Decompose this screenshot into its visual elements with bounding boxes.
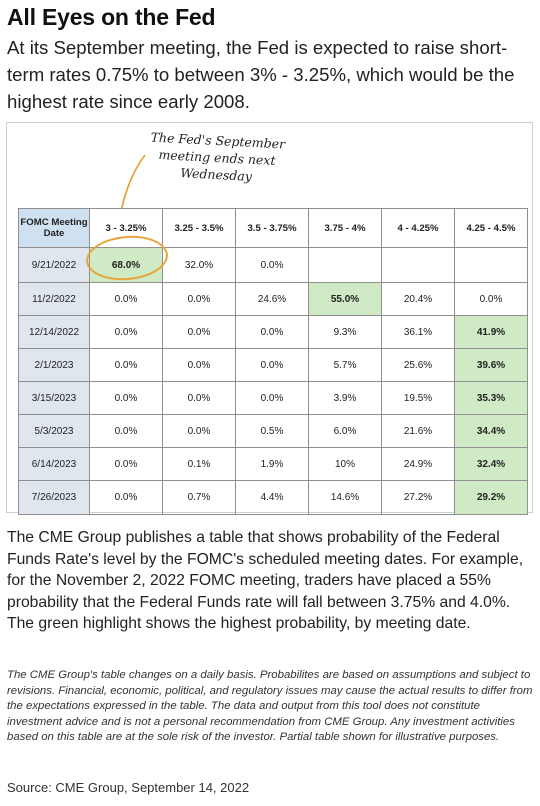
column-header: 4.25 - 4.5%: [454, 208, 528, 248]
probability-cell: [454, 247, 528, 283]
probability-cell: 27.2%: [381, 480, 455, 515]
probability-cell: 3.9%: [308, 381, 382, 415]
probability-cell: 35.3%: [454, 381, 528, 415]
page-subtitle: At its September meeting, the Fed is exp…: [7, 37, 515, 112]
probability-cell: 0.0%: [89, 414, 163, 448]
table-row: 6/14/2023 0.0% 0.1% 1.9% 10% 24.9% 32.4%: [18, 447, 528, 481]
table-row: 11/2/2022 0.0% 0.0% 24.6% 55.0% 20.4% 0.0%: [18, 282, 528, 316]
probability-cell: 0.0%: [235, 381, 309, 415]
annotation-note: The Fed's September meeting ends next We…: [150, 129, 286, 184]
probability-cell: 0.0%: [89, 381, 163, 415]
table-row: 9/21/2022 68.0% 32.0% 0.0%: [18, 247, 528, 283]
column-header-date: FOMC Meeting Date: [18, 208, 90, 248]
probability-cell: 0.0%: [162, 348, 236, 382]
probability-cell: 4.4%: [235, 480, 309, 515]
page-title: All Eyes on the Fed: [7, 4, 216, 30]
row-date-cell: 2/1/2023: [18, 348, 90, 382]
row-date-cell: 6/14/2023: [18, 447, 90, 481]
probability-cell: 34.4%: [454, 414, 528, 448]
probability-cell: 36.1%: [381, 315, 455, 349]
probability-table: FOMC Meeting Date 3 - 3.25% 3.25 - 3.5% …: [18, 208, 528, 515]
table-row: 3/15/2023 0.0% 0.0% 0.0% 3.9% 19.5% 35.3%: [18, 381, 528, 415]
column-header: 4 - 4.25%: [381, 208, 455, 248]
probability-cell: 14.6%: [308, 480, 382, 515]
probability-cell: 0.0%: [235, 348, 309, 382]
probability-cell: 0.0%: [162, 414, 236, 448]
probability-cell: 55.0%: [308, 282, 382, 316]
probability-cell: 0.0%: [89, 315, 163, 349]
table-row: 12/14/2022 0.0% 0.0% 0.0% 9.3% 36.1% 41.9%: [18, 315, 528, 349]
probability-cell: 0.7%: [162, 480, 236, 515]
probability-cell: 0.5%: [235, 414, 309, 448]
table-row: 7/26/2023 0.0% 0.7% 4.4% 14.6% 27.2% 29.2%: [18, 480, 528, 515]
probability-cell: 9.3%: [308, 315, 382, 349]
probability-cell: 39.6%: [454, 348, 528, 382]
disclaimer-text: The CME Group's table changes on a daily…: [7, 669, 533, 744]
probability-cell: 0.0%: [162, 315, 236, 349]
probability-cell: 0.1%: [162, 447, 236, 481]
column-header: 3.75 - 4%: [308, 208, 382, 248]
table-header-row: FOMC Meeting Date 3 - 3.25% 3.25 - 3.5% …: [18, 208, 528, 248]
probability-cell: 0.0%: [89, 282, 163, 316]
probability-cell: 1.9%: [235, 447, 309, 481]
row-date-cell: 11/2/2022: [18, 282, 90, 316]
probability-cell: 32.0%: [162, 247, 236, 283]
table-row: 5/3/2023 0.0% 0.0% 0.5% 6.0% 21.6% 34.4%: [18, 414, 528, 448]
column-header: 3.5 - 3.75%: [235, 208, 309, 248]
probability-cell: 29.2%: [454, 480, 528, 515]
row-date-cell: 3/15/2023: [18, 381, 90, 415]
probability-cell: 25.6%: [381, 348, 455, 382]
probability-cell: 68.0%: [89, 247, 163, 283]
row-date-cell: 5/3/2023: [18, 414, 90, 448]
probability-cell: 5.7%: [308, 348, 382, 382]
probability-cell: 0.0%: [162, 381, 236, 415]
row-date-cell: 12/14/2022: [18, 315, 90, 349]
probability-cell: 0.0%: [235, 315, 309, 349]
probability-cell: 32.4%: [454, 447, 528, 481]
probability-cell: 6.0%: [308, 414, 382, 448]
column-header: 3 - 3.25%: [89, 208, 163, 248]
probability-cell: 0.0%: [235, 247, 309, 283]
probability-cell: 0.0%: [162, 282, 236, 316]
explanation-text: The CME Group publishes a table that sho…: [7, 529, 524, 632]
probability-cell: 19.5%: [381, 381, 455, 415]
probability-cell: 0.0%: [89, 348, 163, 382]
probability-cell: 21.6%: [381, 414, 455, 448]
probability-cell: 20.4%: [381, 282, 455, 316]
probability-cell: 0.0%: [454, 282, 528, 316]
row-date-cell: 9/21/2022: [18, 247, 90, 283]
probability-cell: [381, 247, 455, 283]
column-header: 3.25 - 3.5%: [162, 208, 236, 248]
probability-cell: 24.9%: [381, 447, 455, 481]
probability-cell: 41.9%: [454, 315, 528, 349]
probability-cell: 0.0%: [89, 447, 163, 481]
source-note: Source: CME Group, September 14, 2022: [7, 780, 250, 795]
probability-cell: 10%: [308, 447, 382, 481]
probability-cell: 24.6%: [235, 282, 309, 316]
probability-cell: [308, 247, 382, 283]
row-date-cell: 7/26/2023: [18, 480, 90, 515]
table-row: 2/1/2023 0.0% 0.0% 0.0% 5.7% 25.6% 39.6%: [18, 348, 528, 382]
probability-cell: 0.0%: [89, 480, 163, 515]
